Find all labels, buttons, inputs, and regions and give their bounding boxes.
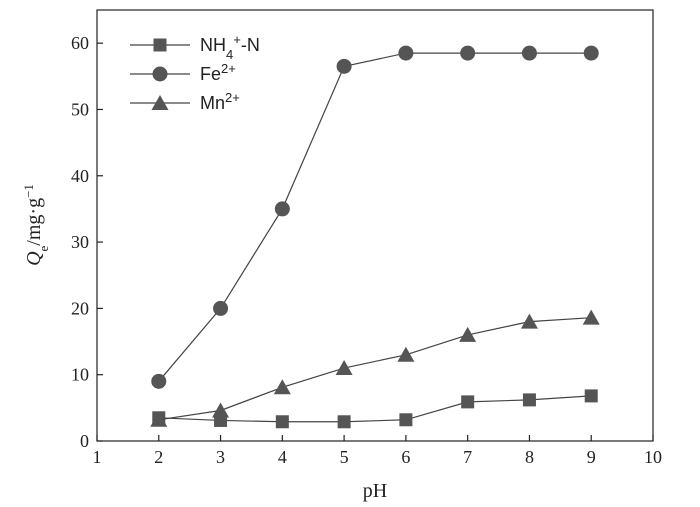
series-2 <box>150 309 600 427</box>
data-point-circle <box>151 373 167 389</box>
x-tick-label: 3 <box>216 447 225 467</box>
x-tick-label: 10 <box>644 447 662 467</box>
data-point-circle <box>274 201 290 217</box>
legend-swatch-marker <box>151 95 169 110</box>
data-point-triangle <box>335 360 353 376</box>
x-axis-label: pH <box>363 480 387 502</box>
data-point-triangle <box>459 326 477 342</box>
legend-label-base: Mn <box>200 93 225 113</box>
legend-label-sup: + <box>233 32 241 47</box>
data-point-square <box>522 393 536 407</box>
legend-label-rest: -N <box>241 35 260 55</box>
x-tick-label: 4 <box>278 447 287 467</box>
data-point-circle <box>583 45 599 61</box>
y-axis-label: Qe/mg·g−1 <box>21 184 51 266</box>
legend-label-base: Fe <box>200 64 221 84</box>
x-tick-label: 6 <box>401 447 410 467</box>
y-axis-label-main: Q <box>23 251 45 266</box>
data-point-triangle <box>582 309 600 325</box>
y-axis-label-sub: e <box>36 245 51 251</box>
series-layer <box>150 45 600 429</box>
legend-label: Fe2+ <box>200 61 236 85</box>
x-tick-label: 7 <box>463 447 472 467</box>
legend-label-sup: 2+ <box>221 61 236 76</box>
plot-frame <box>96 9 654 442</box>
x-tick-label: 9 <box>587 447 596 467</box>
data-point-square <box>461 395 475 409</box>
legend-label: Mn2+ <box>200 90 240 114</box>
data-point-triangle <box>212 402 230 418</box>
data-point-circle <box>213 300 229 316</box>
y-axis-label-unit: /mg·g <box>23 198 45 246</box>
x-tick-label: 1 <box>93 447 102 467</box>
data-point-square <box>584 389 598 403</box>
x-tick-label: 8 <box>525 447 534 467</box>
data-point-circle <box>398 45 414 61</box>
legend-swatch-marker <box>152 66 168 82</box>
data-point-triangle <box>273 379 291 395</box>
legend-item: Fe2+ <box>130 61 236 85</box>
x-tick-label: 2 <box>154 447 163 467</box>
data-point-triangle <box>520 313 538 329</box>
series-line <box>158 395 592 423</box>
y-tick-label: 0 <box>80 431 89 451</box>
series-line <box>158 317 592 421</box>
legend-label: NH4+-N <box>200 32 260 62</box>
data-point-square <box>275 415 289 429</box>
data-point-square <box>337 415 351 429</box>
data-point-circle <box>336 58 352 74</box>
x-axis: 1 2 3 4 5 6 7 8 9 10 <box>93 435 662 467</box>
data-point-circle <box>460 45 476 61</box>
y-tick-label: 60 <box>71 33 89 53</box>
data-point-triangle <box>397 346 415 362</box>
legend-label-base: NH <box>200 35 226 55</box>
legend-item: NH4+-N <box>130 32 260 62</box>
y-axis: 0 10 20 30 40 50 60 <box>71 33 103 451</box>
legend-item: Mn2+ <box>130 90 240 114</box>
y-axis-label-sup: −1 <box>21 184 36 198</box>
data-point-circle <box>521 45 537 61</box>
y-tick-label: 10 <box>71 365 89 385</box>
data-point-triangle <box>150 411 168 427</box>
x-tick-label: 5 <box>340 447 349 467</box>
y-tick-label: 50 <box>71 99 89 119</box>
series-line <box>158 52 592 382</box>
data-point-square <box>399 413 413 427</box>
y-tick-label: 20 <box>71 298 89 318</box>
legend-swatch-marker <box>153 38 167 52</box>
y-tick-label: 30 <box>71 232 89 252</box>
legend-label-sub: 4 <box>226 47 233 62</box>
series-1 <box>151 45 599 389</box>
legend-label-sup: 2+ <box>225 90 240 105</box>
y-tick-label: 40 <box>71 166 89 186</box>
